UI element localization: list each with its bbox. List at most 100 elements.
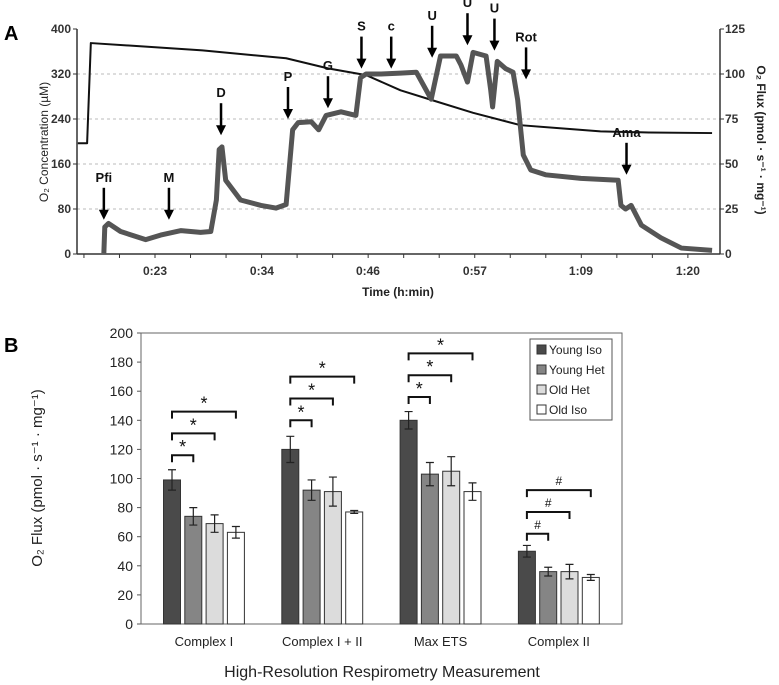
significance-symbol: * [416, 379, 423, 399]
error-bar [189, 507, 198, 526]
significance-bracket [289, 419, 313, 428]
bar-young-het [184, 515, 203, 625]
bar-young-iso [517, 550, 536, 625]
arrow-head-icon [621, 164, 632, 175]
y-tick-label: 60 [117, 529, 133, 545]
bar-old-het [205, 523, 224, 625]
significance-symbol: * [437, 335, 444, 355]
legend-swatch [536, 384, 547, 395]
bar-young-het [302, 489, 321, 625]
annotation-label: U [463, 0, 472, 10]
y-tick-label: 80 [58, 202, 72, 216]
annotation-label: c [388, 19, 395, 34]
annotation-label: M [164, 170, 175, 185]
panel-b-label: B [4, 335, 18, 357]
error-bar [565, 563, 574, 580]
y2-tick-label: 125 [725, 22, 745, 36]
significance-symbol: * [297, 402, 304, 422]
error-bar [307, 479, 316, 501]
error-bar [286, 435, 295, 464]
significance-bracket [407, 374, 453, 383]
arrow-head-icon [489, 40, 500, 51]
error-bar [210, 514, 219, 533]
y-tick-label: 160 [110, 383, 134, 399]
x-tick-label: 1:20 [676, 264, 700, 278]
arrow-head-icon [462, 35, 473, 46]
legend-label: Old Het [549, 383, 590, 397]
error-bar [404, 410, 413, 430]
significance-symbol: * [200, 394, 207, 414]
error-bar [350, 509, 359, 515]
significance-symbol: * [319, 359, 326, 379]
error-bar [447, 456, 456, 487]
x-axis-title: Time (h:min) [362, 285, 434, 299]
annotation-label: U [490, 1, 499, 16]
significance-bracket [407, 396, 431, 405]
y-tick-label: 40 [117, 558, 133, 574]
annotation-label: D [216, 85, 225, 100]
arrow-head-icon [98, 209, 109, 220]
arrow-head-icon [163, 209, 174, 220]
y-tick-label: 120 [110, 441, 134, 457]
bar-young-iso [399, 419, 418, 625]
y2-tick-label: 25 [725, 202, 739, 216]
y-tick-label: 160 [51, 157, 71, 171]
y2-axis-title: O₂ Flux (pmol · s⁻¹ · mg⁻¹) [754, 65, 768, 214]
annotation-label: Ama [612, 125, 641, 140]
significance-bracket [525, 510, 571, 519]
legend-label: Young Iso [549, 343, 602, 357]
arrow-head-icon [427, 47, 438, 58]
bar-old-het [323, 491, 342, 625]
legend-label: Young Het [549, 363, 605, 377]
significance-bracket [171, 432, 216, 441]
x-tick-label: 0:46 [356, 264, 380, 278]
y-tick-label: 140 [110, 412, 134, 428]
significance-bracket [525, 489, 592, 498]
category-label: Max ETS [414, 634, 468, 649]
o2-concentration-line [77, 42, 713, 145]
bar-old-iso [463, 491, 482, 625]
y-tick-label: 200 [110, 325, 134, 341]
y-tick-label: 20 [117, 587, 133, 603]
significance-bracket [289, 397, 334, 406]
y-tick-label: 0 [125, 616, 133, 632]
category-label: Complex II [528, 634, 590, 649]
plot-frame [140, 332, 623, 625]
annotation-label: Pfi [96, 170, 113, 185]
bar-young-het [539, 571, 558, 625]
significance-symbol: * [190, 415, 197, 435]
annotation-label: G [323, 58, 333, 73]
x-tick-label: 1:09 [569, 264, 593, 278]
significance-symbol: * [426, 357, 433, 377]
annotation-label: P [284, 69, 293, 84]
bar-young-iso [281, 448, 300, 625]
y-tick-label: 320 [51, 67, 71, 81]
legend-label: Old Iso [549, 403, 587, 417]
significance-symbol: # [534, 518, 541, 532]
annotation-label: Rot [515, 29, 537, 44]
chart-a-oxygraph: 0 80 160 240 320 400 0 25 50 75 100 125 0:23 0:34 0:46… [37, 0, 768, 299]
y2-tick-label: 0 [725, 247, 732, 261]
significance-bracket [171, 410, 237, 419]
error-bar [586, 573, 595, 581]
arrow-head-icon [521, 69, 532, 80]
annotation-label: U [427, 8, 436, 23]
y2-tick-label: 75 [725, 112, 739, 126]
arrow-head-icon [282, 109, 293, 119]
category-label: Complex I [175, 634, 234, 649]
error-bar [425, 461, 434, 487]
arrow-head-icon [386, 58, 397, 69]
chart-b-bar-chart: 0 20 40 60 80 100 120 140 160 180 200 Complex I Comp… [29, 325, 623, 681]
arrow-head-icon [216, 125, 227, 136]
bar-old-iso [226, 531, 245, 625]
x-axis-title: High-Resolution Respirometry Measurement [224, 664, 540, 681]
y-axis-title: O₂ Concentration (µM) [37, 82, 51, 202]
bar-young-het [420, 473, 439, 625]
error-bar [468, 482, 477, 501]
error-bar [328, 476, 337, 507]
bar-old-het [442, 470, 461, 625]
y-tick-label: 100 [110, 471, 134, 487]
annotation-label: S [357, 19, 366, 34]
category-label: Complex I + II [282, 634, 363, 649]
